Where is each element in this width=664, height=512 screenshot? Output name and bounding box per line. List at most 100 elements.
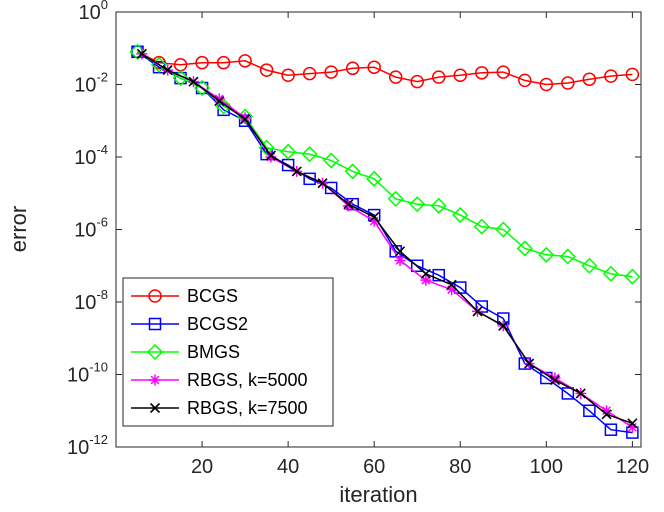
data-point [239, 112, 251, 124]
x-tick-label: 100 [530, 456, 563, 478]
x-tick-label: 80 [449, 456, 471, 478]
data-point [366, 170, 383, 187]
legend-label: BCGS [187, 286, 238, 306]
data-point [559, 248, 576, 265]
y-tick-label: 10-8 [74, 287, 108, 314]
legend-marker [148, 289, 162, 303]
data-point [518, 73, 532, 88]
data-point [301, 146, 318, 163]
legend-item: BMGS [131, 342, 240, 362]
legend-item: RBGS, k=5000 [131, 370, 308, 390]
legend-marker [149, 374, 161, 386]
series-line [137, 51, 633, 86]
data-point [323, 152, 340, 169]
data-point [317, 178, 328, 189]
legend-item: BCGS [131, 286, 238, 306]
y-tick-label: 10-12 [67, 432, 108, 459]
data-point [216, 55, 231, 70]
data-point [420, 274, 432, 286]
data-point [452, 207, 469, 224]
data-point [265, 151, 277, 163]
data-point [627, 418, 638, 429]
data-point [602, 265, 619, 282]
legend-item: RBGS, k=7500 [131, 398, 308, 418]
data-point [495, 221, 512, 238]
data-point [342, 200, 354, 212]
data-point [604, 423, 618, 436]
data-point [624, 268, 641, 285]
y-tick-label: 100 [79, 0, 108, 24]
x-tick-label: 120 [616, 456, 649, 478]
data-point [368, 215, 380, 227]
data-point [446, 279, 457, 290]
data-point [410, 74, 424, 89]
data-point [324, 181, 338, 195]
data-point [538, 246, 555, 263]
data-point [581, 257, 598, 274]
data-point [345, 61, 360, 76]
data-point [291, 166, 302, 177]
data-point [324, 65, 338, 79]
data-point [496, 65, 511, 79]
series-line [137, 51, 633, 434]
data-point [369, 212, 380, 223]
data-point [172, 70, 189, 87]
legend-label: RBGS, k=5000 [187, 370, 308, 390]
data-point [410, 259, 424, 272]
data-point [473, 218, 490, 235]
series-0 [130, 45, 640, 92]
data-point [136, 48, 147, 59]
legend: BCGS BCGS2 BMGS RBGS, k=5000 RBGS, k=7500 [122, 277, 334, 427]
x-tick-label: 20 [191, 456, 213, 478]
data-point [432, 268, 445, 282]
data-point [302, 66, 317, 81]
data-point [195, 55, 209, 70]
data-point [265, 150, 276, 161]
x-tick-label: 60 [363, 456, 385, 478]
data-point [258, 139, 275, 156]
y-axis-label: error [6, 206, 31, 252]
data-point [420, 268, 431, 279]
y-tick-label: 10-2 [74, 70, 108, 97]
data-point [162, 65, 173, 76]
data-point [601, 409, 612, 420]
data-point [303, 172, 316, 186]
data-point [281, 68, 295, 82]
data-point [516, 240, 533, 257]
data-point [446, 284, 458, 296]
data-point [409, 196, 426, 213]
data-point [625, 67, 640, 82]
data-point [626, 421, 638, 433]
data-point [213, 93, 225, 105]
data-point [475, 66, 489, 80]
data-point [387, 190, 404, 207]
y-tick-label: 10-4 [74, 142, 108, 169]
data-point [343, 199, 354, 210]
data-point [561, 76, 575, 90]
data-point [575, 388, 586, 399]
data-point [583, 404, 596, 417]
legend-label: RBGS, k=7500 [187, 398, 308, 418]
x-axis-label: iteration [339, 482, 417, 507]
data-point [453, 68, 468, 82]
legend-marker [148, 317, 162, 331]
y-tick-label: 10-6 [74, 215, 108, 242]
legend-marker [146, 343, 164, 361]
data-point [539, 77, 554, 92]
data-point [472, 306, 483, 317]
data-point [394, 254, 406, 266]
ticks-layer: 20 40 60 80 100 120 10-12 10-10 10-8 10-6 10-4 10-2… [67, 0, 649, 478]
series-4 [136, 48, 638, 429]
data-point [280, 143, 297, 160]
series-line [141, 53, 633, 425]
data-point [604, 69, 618, 83]
data-point [388, 70, 403, 84]
data-point [214, 95, 225, 107]
series-layer [129, 43, 641, 439]
data-point [582, 72, 597, 86]
data-point [549, 372, 561, 384]
data-point [188, 76, 199, 87]
legend-label: BMGS [187, 342, 240, 362]
data-point [561, 387, 575, 400]
